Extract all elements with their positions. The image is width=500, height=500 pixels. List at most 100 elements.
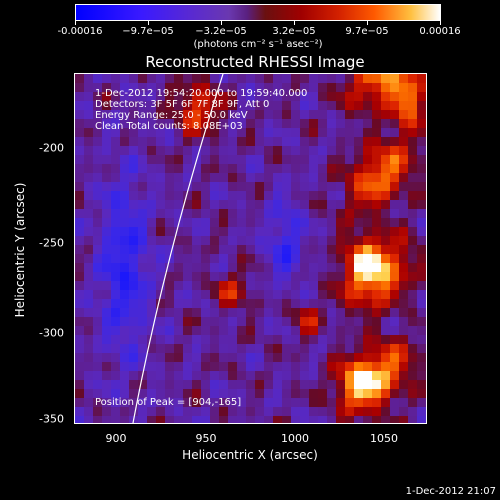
heatmap-cell [210,245,220,255]
heatmap-cell [201,290,211,300]
heatmap-cell [246,200,256,210]
heatmap-cell [372,245,382,255]
heatmap-cell [282,245,292,255]
heatmap-cell [210,110,220,120]
heatmap-cell [390,227,400,237]
heatmap-cell [363,263,373,273]
heatmap-cell [210,299,220,309]
heatmap-cell [93,407,103,417]
heatmap-cell [327,326,337,336]
heatmap-cell [417,389,426,399]
heatmap-cell [246,218,256,228]
heatmap-cell [363,254,373,264]
heatmap-cell [183,110,193,120]
heatmap-cell [255,245,265,255]
heatmap-cell [246,245,256,255]
heatmap-cell [300,191,310,201]
heatmap-cell [219,182,229,192]
heatmap-cell [84,398,94,408]
heatmap-cell [219,326,229,336]
x-axis-label: Heliocentric X (arcsec) [182,448,318,462]
heatmap-cell [309,290,319,300]
heatmap-cell [399,290,409,300]
heatmap-cell [336,317,346,327]
heatmap-cell [201,137,211,147]
heatmap-cell [255,317,265,327]
heatmap-cell [273,146,283,156]
heatmap-cell [93,137,103,147]
heatmap-cell [75,380,85,390]
heatmap-cell [120,326,130,336]
heatmap-cell [147,164,157,174]
heatmap-cell [147,263,157,273]
heatmap-cell [309,119,319,129]
heatmap-cell [228,200,238,210]
heatmap-cell [228,380,238,390]
heatmap-cell [156,353,166,363]
heatmap-cell [138,245,148,255]
heatmap-cell [156,137,166,147]
heatmap-cell [129,101,139,111]
heatmap-cell [399,353,409,363]
heatmap-cell [417,146,426,156]
heatmap-cell [318,173,328,183]
heatmap-cell [345,128,355,138]
heatmap-cell [228,371,238,381]
heatmap-cell [138,74,148,84]
heatmap-cell [255,155,265,165]
heatmap-cell [336,416,346,423]
heatmap-cell [246,236,256,246]
heatmap-cell [228,299,238,309]
heatmap-cell [282,155,292,165]
heatmap-cell [327,182,337,192]
heatmap-cell [399,281,409,291]
heatmap-cell [300,155,310,165]
heatmap-cell [354,218,364,228]
heatmap-cell [363,335,373,345]
heatmap-cell [273,272,283,282]
heatmap-cell [192,353,202,363]
heatmap-cell [183,308,193,318]
heatmap-cell [255,200,265,210]
heatmap-cell [237,218,247,228]
heatmap-cell [237,173,247,183]
heatmap-cell [309,227,319,237]
heatmap-cell [381,200,391,210]
heatmap-cell [192,362,202,372]
heatmap-cell [102,146,112,156]
heatmap-cell [183,254,193,264]
heatmap-cell [345,407,355,417]
heatmap-cell [228,389,238,399]
heatmap-cell [228,290,238,300]
heatmap-cell [417,299,426,309]
heatmap-cell [75,74,85,84]
heatmap-cell [237,209,247,219]
heatmap-cell [318,371,328,381]
heatmap-cell [156,209,166,219]
heatmap-cell [147,353,157,363]
heatmap-cell [183,173,193,183]
heatmap-cell [408,389,418,399]
heatmap-cell [120,101,130,111]
heatmap-cell [246,83,256,93]
heatmap-cell [282,164,292,174]
heatmap-cell [318,281,328,291]
heatmap-cell [102,380,112,390]
heatmap-cell [255,371,265,381]
heatmap-cell [138,308,148,318]
heatmap-cell [93,209,103,219]
heatmap-cell [291,308,301,318]
heatmap-cell [219,281,229,291]
heatmap-cell [363,362,373,372]
heatmap-cell [408,92,418,102]
heatmap-cell [408,335,418,345]
heatmap-cell [282,371,292,381]
heatmap-cell [84,389,94,399]
heatmap-cell [300,92,310,102]
heatmap-cell [390,218,400,228]
heatmap-cell [417,344,426,354]
heatmap-cell [318,407,328,417]
heatmap-cell [156,92,166,102]
heatmap-cell [111,254,121,264]
heatmap-cell [246,173,256,183]
